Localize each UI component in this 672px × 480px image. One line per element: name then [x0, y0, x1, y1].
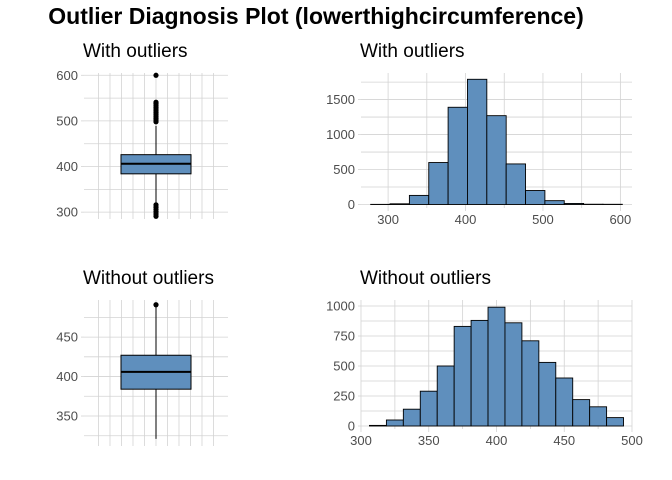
histogram-with-outliers-panel: With outliers 0 500 1000 1500 300 400 500 600 [326, 41, 632, 227]
y-tick-label: 500 [56, 113, 78, 128]
histogram-bar [408, 194, 430, 205]
x-tick-label: 450 [553, 433, 575, 448]
histogram-bar [419, 390, 438, 427]
histogram-bar [504, 322, 523, 427]
histogram-bar [572, 399, 591, 427]
histogram-bar [505, 163, 526, 205]
histogram-bar [589, 406, 608, 427]
boxplot-without-outliers-panel: Without outliers 350 400 450 [56, 268, 228, 446]
outlier-point [153, 202, 159, 208]
boxplot-with-outliers-panel: With outliers 300 400 500 600 [56, 41, 228, 220]
histogram-bar [563, 203, 585, 205]
bars-layer [370, 78, 623, 205]
histogram-bar [428, 162, 449, 205]
outlier-point [153, 72, 159, 78]
outlier-point [153, 99, 159, 105]
histogram-bar [467, 78, 488, 205]
y-tick-label: 450 [56, 330, 78, 345]
x-tick-label: 500 [532, 212, 554, 227]
y-tick-label: 350 [56, 409, 78, 424]
panel-title: Without outliers [83, 268, 214, 289]
panel-title: Without outliers [360, 268, 491, 289]
histogram-without-outliers-panel: Without outliers 0 250 500 750 1000 300 350 400… [326, 268, 643, 448]
histogram-bar [606, 417, 624, 427]
y-tick-label: 500 [333, 359, 355, 374]
y-tick-label: 1000 [326, 127, 355, 142]
y-tick-label: 0 [348, 419, 355, 434]
y-tick-label: 0 [348, 197, 355, 212]
grid-layer: 300 400 500 600 [56, 68, 228, 220]
main-title: Outlier Diagnosis Plot (lowerthighcircum… [48, 3, 583, 29]
panel-title: With outliers [360, 41, 465, 62]
histogram-bar [389, 203, 410, 205]
y-tick-label: 250 [333, 389, 355, 404]
y-tick-label: 500 [333, 162, 355, 177]
y-tick-label: 1500 [326, 92, 355, 107]
y-tick-label: 750 [333, 329, 355, 344]
x-tick-label: 300 [377, 212, 399, 227]
y-tick-label: 300 [56, 205, 78, 220]
x-tick-label: 600 [610, 212, 632, 227]
outlier-point [153, 302, 159, 308]
histogram-bar [402, 408, 421, 427]
y-tick-label: 400 [56, 159, 78, 174]
panel-title: With outliers [83, 41, 188, 62]
x-tick-label: 500 [621, 433, 643, 448]
histogram-bar [521, 340, 540, 427]
y-tick-label: 600 [56, 68, 78, 83]
histogram-bar [525, 190, 546, 205]
x-tick-label: 400 [455, 212, 477, 227]
bars-layer [369, 306, 624, 427]
histogram-bar [447, 106, 468, 205]
histogram-bar [487, 306, 506, 427]
x-tick-label: 400 [486, 433, 508, 448]
y-tick-label: 400 [56, 369, 78, 384]
x-tick-label: 350 [418, 433, 440, 448]
histogram-bar [385, 419, 404, 427]
histogram-bar [369, 424, 387, 427]
histogram-bar [486, 115, 507, 205]
histogram-bar [453, 325, 472, 427]
histogram-bar [436, 365, 455, 427]
y-tick-label: 1000 [326, 299, 355, 314]
x-tick-label: 300 [350, 433, 372, 448]
histogram-bar [470, 319, 489, 427]
histogram-bar [555, 377, 574, 427]
histogram-bar [544, 200, 565, 205]
histogram-bar [538, 361, 557, 427]
